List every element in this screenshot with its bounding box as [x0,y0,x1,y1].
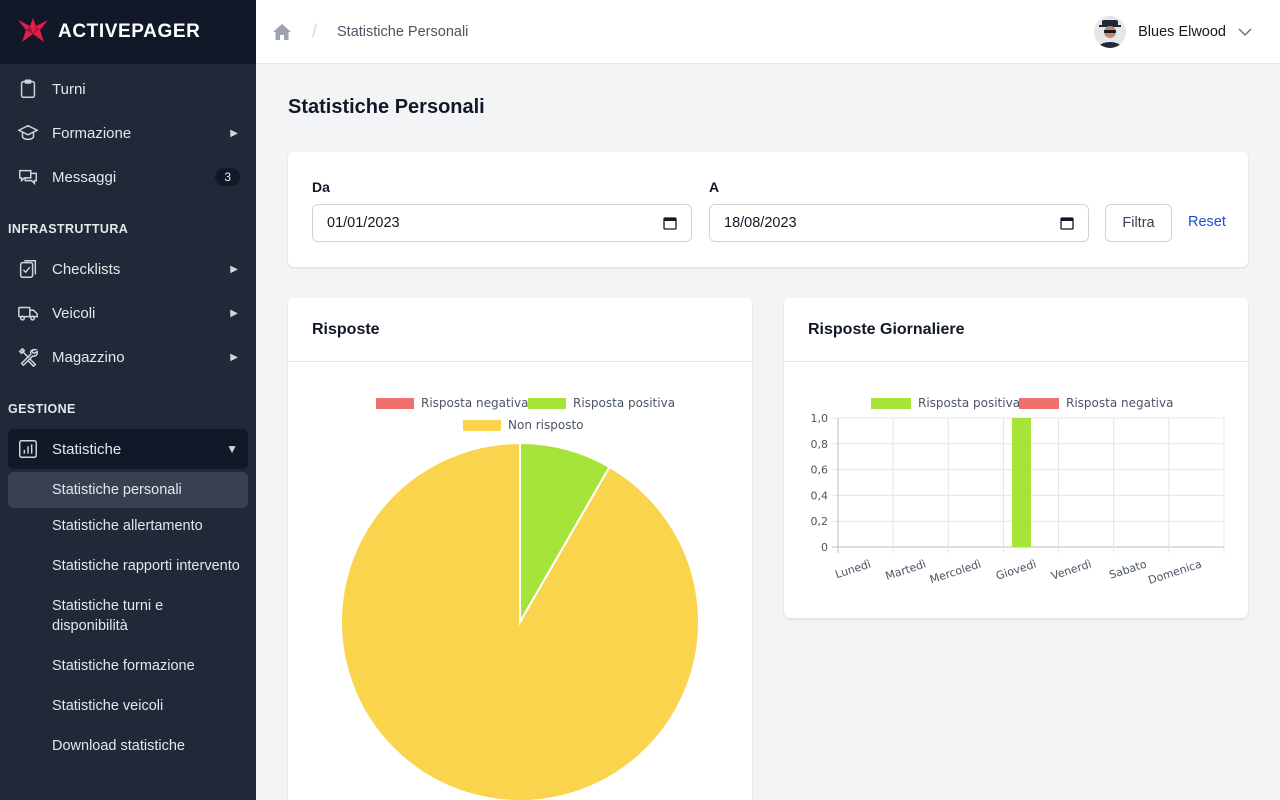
caret-right-icon: ▶ [230,351,238,363]
avatar [1094,16,1127,48]
legend-item-negative[interactable]: Risposta negativa [1019,396,1173,410]
legend-label: Risposta negativa [1066,396,1174,410]
graduation-cap-icon [16,121,40,145]
to-date-value: 18/08/2023 [724,215,797,231]
sidebar-subitem-statistiche-formazione[interactable]: Statistiche formazione [52,658,195,674]
legend-item-positive[interactable]: Risposta positiva [871,396,1020,410]
sidebar-item-veicoli[interactable]: Veicoli ▶ [0,291,256,335]
x-tick-label: Lunedì [834,557,873,581]
bar-risposta-positiva[interactable] [1012,418,1031,547]
sidebar-item-label: Formazione [52,124,132,142]
y-tick-label: 0,2 [811,515,829,528]
x-tick-label: Venerdì [1050,557,1094,582]
home-icon[interactable] [272,22,292,42]
y-tick-label: 0,4 [811,489,829,502]
sidebar-subitem-download-statistiche[interactable]: Download statistiche [52,738,185,754]
checklist-icon [16,257,40,281]
legend-item-negative[interactable]: Risposta negativa [376,396,528,410]
to-date-input[interactable]: 18/08/2023 [709,204,1089,242]
sidebar: ACTIVEPAGER Turni Formazione ▶ Messaggi … [0,0,256,800]
sidebar-item-formazione[interactable]: Formazione ▶ [0,111,256,155]
sidebar-item-checklists[interactable]: Checklists ▶ [0,247,256,291]
caret-right-icon: ▶ [230,263,238,275]
activepager-logo-icon [18,18,48,42]
sidebar-item-turni[interactable]: Turni [0,67,256,111]
calendar-icon[interactable] [1060,216,1074,230]
from-date-input[interactable]: 01/01/2023 [312,204,692,242]
legend-label: Non risposto [508,418,584,432]
tools-icon [16,345,40,369]
y-tick-label: 1,0 [811,412,829,425]
filter-button[interactable]: Filtra [1105,204,1172,242]
sidebar-subitem-statistiche-allertamento[interactable]: Statistiche allertamento [52,518,203,534]
legend-swatch [463,419,501,431]
topbar: / Statistiche Personali Blues Elwood [256,0,1280,64]
sidebar-item-label: Statistiche [52,440,122,458]
section-title-infrastructure: INFRASTRUTTURA [8,222,129,236]
unread-count-badge: 3 [215,168,240,186]
sidebar-item-label: Turni [52,80,86,98]
chevron-down-icon [1238,28,1252,37]
y-tick-label: 0,6 [811,464,829,477]
pie-slice-risposta-positiva[interactable] [519,441,611,626]
chat-icon [16,165,40,189]
legend-label: Risposta negativa [421,396,529,410]
y-tick-label: 0,8 [811,438,829,451]
bar-chart-icon [16,437,40,461]
sidebar-subitem-statistiche-turni[interactable]: Statistiche turni e disponibilità [52,598,164,634]
sidebar-item-messaggi[interactable]: Messaggi 3 [0,155,256,199]
brand[interactable]: ACTIVEPAGER [0,0,256,64]
x-tick-label: Giovedì [994,557,1038,582]
user-menu[interactable]: Blues Elwood [1094,16,1252,48]
y-tick-label: 0 [821,541,828,554]
to-date-label: A [709,179,720,195]
sidebar-item-statistiche[interactable]: Statistiche ▼ [8,429,248,469]
legend-swatch [871,397,911,409]
brand-name: ACTIVEPAGER [58,21,201,42]
responses-card: Risposte Risposta negativa Risposta posi… [288,298,752,800]
legend-swatch [528,397,566,409]
sidebar-item-label: Veicoli [52,304,96,322]
sidebar-subitem-statistiche-personali[interactable]: Statistiche personali [8,472,248,508]
daily-card-title: Risposte Giornaliere [784,298,1248,362]
x-tick-label: Sabato [1108,557,1149,581]
reset-link[interactable]: Reset [1188,214,1226,230]
responses-card-title: Risposte [288,298,752,362]
calendar-icon[interactable] [663,216,677,230]
truck-icon [16,301,40,325]
legend-item-positive[interactable]: Risposta positiva [528,396,675,410]
section-title-management: GESTIONE [8,402,76,416]
daily-responses-bar-chart: 1,0 0,8 0,6 0,4 0,2 0 Lunedì Martedì Mercoledì Gi… [811,412,1225,587]
clipboard-icon [16,77,40,101]
breadcrumb-separator: / [312,21,318,41]
caret-down-icon: ▼ [226,442,238,456]
legend-label: Risposta positiva [573,396,676,410]
pie-slice-non-risposto[interactable] [340,441,700,800]
x-tick-label: Domenica [1147,557,1204,587]
legend-swatch [1019,397,1059,409]
sidebar-item-label: Magazzino [52,348,125,366]
sidebar-item-magazzino[interactable]: Magazzino ▶ [0,335,256,379]
sidebar-subitem-statistiche-veicoli[interactable]: Statistiche veicoli [52,698,164,714]
daily-responses-card: Risposte Giornaliere Risposta positiva R… [784,298,1248,618]
from-date-label: Da [312,179,330,195]
legend-swatch [376,397,414,409]
legend-label: Risposta positiva [918,396,1021,410]
page-title: Statistiche Personali [288,96,485,118]
caret-right-icon: ▶ [230,127,238,139]
sidebar-item-label: Checklists [52,260,121,278]
user-name: Blues Elwood [1138,24,1226,40]
from-date-value: 01/01/2023 [327,215,400,231]
x-tick-label: Mercoledì [928,557,983,586]
x-tick-label: Martedì [884,557,928,582]
sidebar-subitem-statistiche-rapporti[interactable]: Statistiche rapporti intervento [52,558,240,574]
sidebar-item-label: Messaggi [52,168,117,186]
caret-right-icon: ▶ [230,307,238,319]
breadcrumb[interactable]: Statistiche Personali [337,23,469,40]
legend-item-no-response[interactable]: Non risposto [463,418,584,432]
filter-card: Da 01/01/2023 A 18/08/2023 Filtra Reset [288,152,1248,267]
responses-pie-chart [340,441,700,800]
